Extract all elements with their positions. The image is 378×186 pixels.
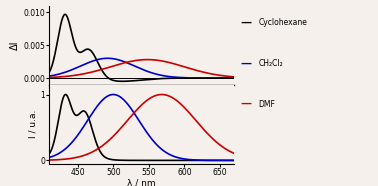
Y-axis label: I / u.a.: I / u.a.	[28, 110, 37, 138]
Text: —: —	[240, 58, 251, 68]
Text: Cyclohexane: Cyclohexane	[258, 18, 307, 27]
Text: CH₂Cl₂: CH₂Cl₂	[258, 59, 283, 68]
Y-axis label: ΔI: ΔI	[10, 40, 20, 50]
Text: —: —	[240, 99, 251, 109]
X-axis label: λ / nm: λ / nm	[127, 178, 156, 186]
Text: —: —	[240, 17, 251, 27]
Text: DMF: DMF	[258, 100, 275, 109]
